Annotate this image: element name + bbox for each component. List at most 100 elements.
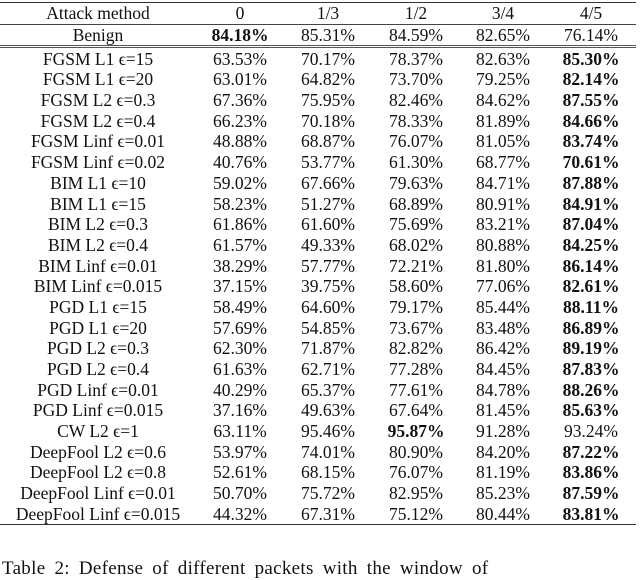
table-caption: Table 2: Defense of different packets wi…: [2, 558, 489, 579]
accuracy-cell: 87.04%: [562, 214, 620, 235]
accuracy-cell: 82.61%: [562, 276, 620, 297]
header-ratio-1-2: 1/2: [372, 2, 460, 25]
table-row-benign: Benign 84.18% 85.31% 84.59% 82.65% 76.14%: [0, 24, 636, 49]
attack-method-cell: FGSM L2 ϵ=0.4: [40, 110, 156, 131]
attack-method-cell: DeepFool L2 ϵ=0.6: [29, 441, 167, 462]
attack-method-cell: Benign: [0, 24, 196, 49]
accuracy-cell: 77.06%: [476, 276, 530, 297]
accuracy-cell: 84.45%: [476, 359, 530, 380]
table-row: PGD L2 ϵ=0.4 61.63% 62.71% 77.28% 84.45% 87.8…: [0, 359, 636, 380]
accuracy-cell: 61.60%: [301, 214, 355, 235]
accuracy-cell: 80.91%: [476, 193, 530, 214]
accuracy-cell: 65.37%: [301, 379, 355, 400]
header-ratio-3-4: 3/4: [460, 2, 546, 25]
accuracy-cell: 95.87%: [387, 421, 445, 442]
attack-method-cell: FGSM L1 ϵ=20: [42, 69, 154, 90]
attack-method-cell: CW L2 ϵ=1: [57, 421, 139, 442]
accuracy-cell: 37.16%: [213, 400, 267, 421]
table-row: BIM L2 ϵ=0.3 61.86% 61.60% 75.69% 83.21% 87.0…: [0, 214, 636, 235]
accuracy-cell: 83.21%: [476, 214, 530, 235]
attack-method-cell: DeepFool L2 ϵ=0.8: [29, 462, 167, 483]
accuracy-cell: 89.19%: [562, 338, 620, 359]
accuracy-cell: 78.33%: [389, 110, 443, 131]
accuracy-cell: 57.69%: [213, 317, 267, 338]
accuracy-cell: 67.66%: [301, 172, 355, 193]
table-row: DeepFool L2 ϵ=0.6 53.97% 74.01% 80.90% 84.20…: [0, 441, 636, 462]
accuracy-cell: 39.75%: [301, 276, 355, 297]
table-row: DeepFool Linf ϵ=0.01 50.70% 75.72% 82.95% 85…: [0, 483, 636, 504]
accuracy-cell: 73.67%: [389, 317, 443, 338]
accuracy-cell: 75.12%: [372, 503, 460, 526]
accuracy-cell: 63.01%: [213, 69, 267, 90]
accuracy-cell: 84.66%: [562, 110, 620, 131]
accuracy-cell: 62.71%: [301, 359, 355, 380]
accuracy-cell: 63.11%: [213, 421, 267, 442]
attack-method-cell: PGD L1 ϵ=20: [49, 317, 147, 338]
accuracy-cell: 86.42%: [476, 338, 530, 359]
accuracy-cell: 84.62%: [476, 90, 530, 111]
accuracy-cell: 66.23%: [213, 110, 267, 131]
accuracy-cell: 80.88%: [476, 234, 530, 255]
accuracy-cell: 83.74%: [562, 131, 620, 152]
table-row: FGSM L1 ϵ=20 63.01% 64.82% 73.70% 79.25% 82.1…: [0, 69, 636, 90]
accuracy-cell: 77.61%: [389, 379, 443, 400]
accuracy-cell: 78.37%: [389, 48, 443, 69]
accuracy-cell: 75.95%: [301, 90, 355, 111]
attack-method-cell: FGSM L1 ϵ=15: [42, 48, 154, 69]
attack-method-cell: BIM L1 ϵ=15: [50, 193, 146, 214]
attack-method-cell: BIM L2 ϵ=0.3: [47, 214, 149, 235]
results-table-container: Attack method 0 1/3 1/2 3/4 4/5 Benign 84…: [0, 2, 640, 526]
accuracy-cell: 83.81%: [546, 503, 636, 526]
accuracy-cell: 84.20%: [476, 441, 530, 462]
table-row: BIM Linf ϵ=0.015 37.15% 39.75% 58.60% 77.06%…: [0, 276, 636, 297]
accuracy-cell: 67.31%: [284, 503, 372, 526]
table-row: PGD Linf ϵ=0.015 37.16% 49.63% 67.64% 81.45%…: [0, 400, 636, 421]
attack-method-cell: PGD L2 ϵ=0.4: [46, 359, 150, 380]
accuracy-cell: 80.90%: [389, 441, 443, 462]
accuracy-cell: 58.60%: [389, 276, 443, 297]
accuracy-cell: 81.89%: [476, 110, 530, 131]
attack-method-cell: PGD Linf ϵ=0.01: [37, 379, 159, 400]
table-row: FGSM L2 ϵ=0.4 66.23% 70.18% 78.33% 81.89% 84.…: [0, 110, 636, 131]
accuracy-cell: 82.95%: [389, 483, 443, 504]
header-ratio-0: 0: [196, 2, 284, 25]
accuracy-cell: 44.32%: [196, 503, 284, 526]
accuracy-cell: 72.21%: [389, 255, 443, 276]
accuracy-cell: 63.53%: [213, 48, 267, 69]
accuracy-cell: 68.77%: [476, 152, 530, 173]
accuracy-cell: 67.64%: [389, 400, 443, 421]
accuracy-cell: 68.15%: [301, 462, 355, 483]
table-row: FGSM L1 ϵ=15 63.53% 70.17% 78.37% 82.63% 85.3…: [0, 47, 636, 69]
accuracy-cell: 61.30%: [389, 152, 443, 173]
accuracy-cell: 77.28%: [389, 359, 443, 380]
table-row: FGSM Linf ϵ=0.02 40.76% 53.77% 61.30% 68.77%…: [0, 152, 636, 173]
accuracy-cell: 64.82%: [301, 69, 355, 90]
attack-method-cell: BIM L1 ϵ=10: [50, 172, 146, 193]
accuracy-cell: 61.86%: [213, 214, 267, 235]
accuracy-cell: 49.33%: [301, 234, 355, 255]
attack-method-cell: FGSM L2 ϵ=0.3: [40, 90, 156, 111]
table-row: BIM L2 ϵ=0.4 61.57% 49.33% 68.02% 80.88% 84.2…: [0, 235, 636, 256]
accuracy-cell: 68.87%: [301, 131, 355, 152]
accuracy-cell: 81.05%: [476, 131, 530, 152]
accuracy-cell: 84.59%: [372, 24, 460, 49]
accuracy-cell: 68.89%: [389, 193, 443, 214]
accuracy-cell: 75.69%: [389, 214, 443, 235]
table-row: CW L2 ϵ=1 63.11% 95.46% 95.87% 91.28% 93.24%: [0, 421, 636, 442]
accuracy-cell: 87.59%: [562, 483, 620, 504]
table-row: PGD L1 ϵ=15 58.49% 64.60% 79.17% 85.44% 88.11…: [0, 297, 636, 318]
accuracy-cell: 76.07%: [389, 462, 443, 483]
accuracy-cell: 84.71%: [476, 172, 530, 193]
accuracy-cell: 74.01%: [301, 441, 355, 462]
accuracy-cell: 82.65%: [460, 24, 546, 49]
attack-method-cell: DeepFool Linf ϵ=0.01: [20, 483, 176, 504]
table-header-row: Attack method 0 1/3 1/2 3/4 4/5: [0, 2, 636, 25]
accuracy-cell: 49.63%: [301, 400, 355, 421]
accuracy-cell: 58.23%: [213, 193, 267, 214]
header-attack-method: Attack method: [0, 2, 196, 25]
accuracy-cell: 73.70%: [389, 69, 443, 90]
accuracy-cell: 61.63%: [213, 359, 267, 380]
accuracy-cell: 48.88%: [213, 131, 267, 152]
attack-method-cell: PGD L1 ϵ=15: [49, 296, 147, 317]
accuracy-cell: 37.15%: [213, 276, 267, 297]
